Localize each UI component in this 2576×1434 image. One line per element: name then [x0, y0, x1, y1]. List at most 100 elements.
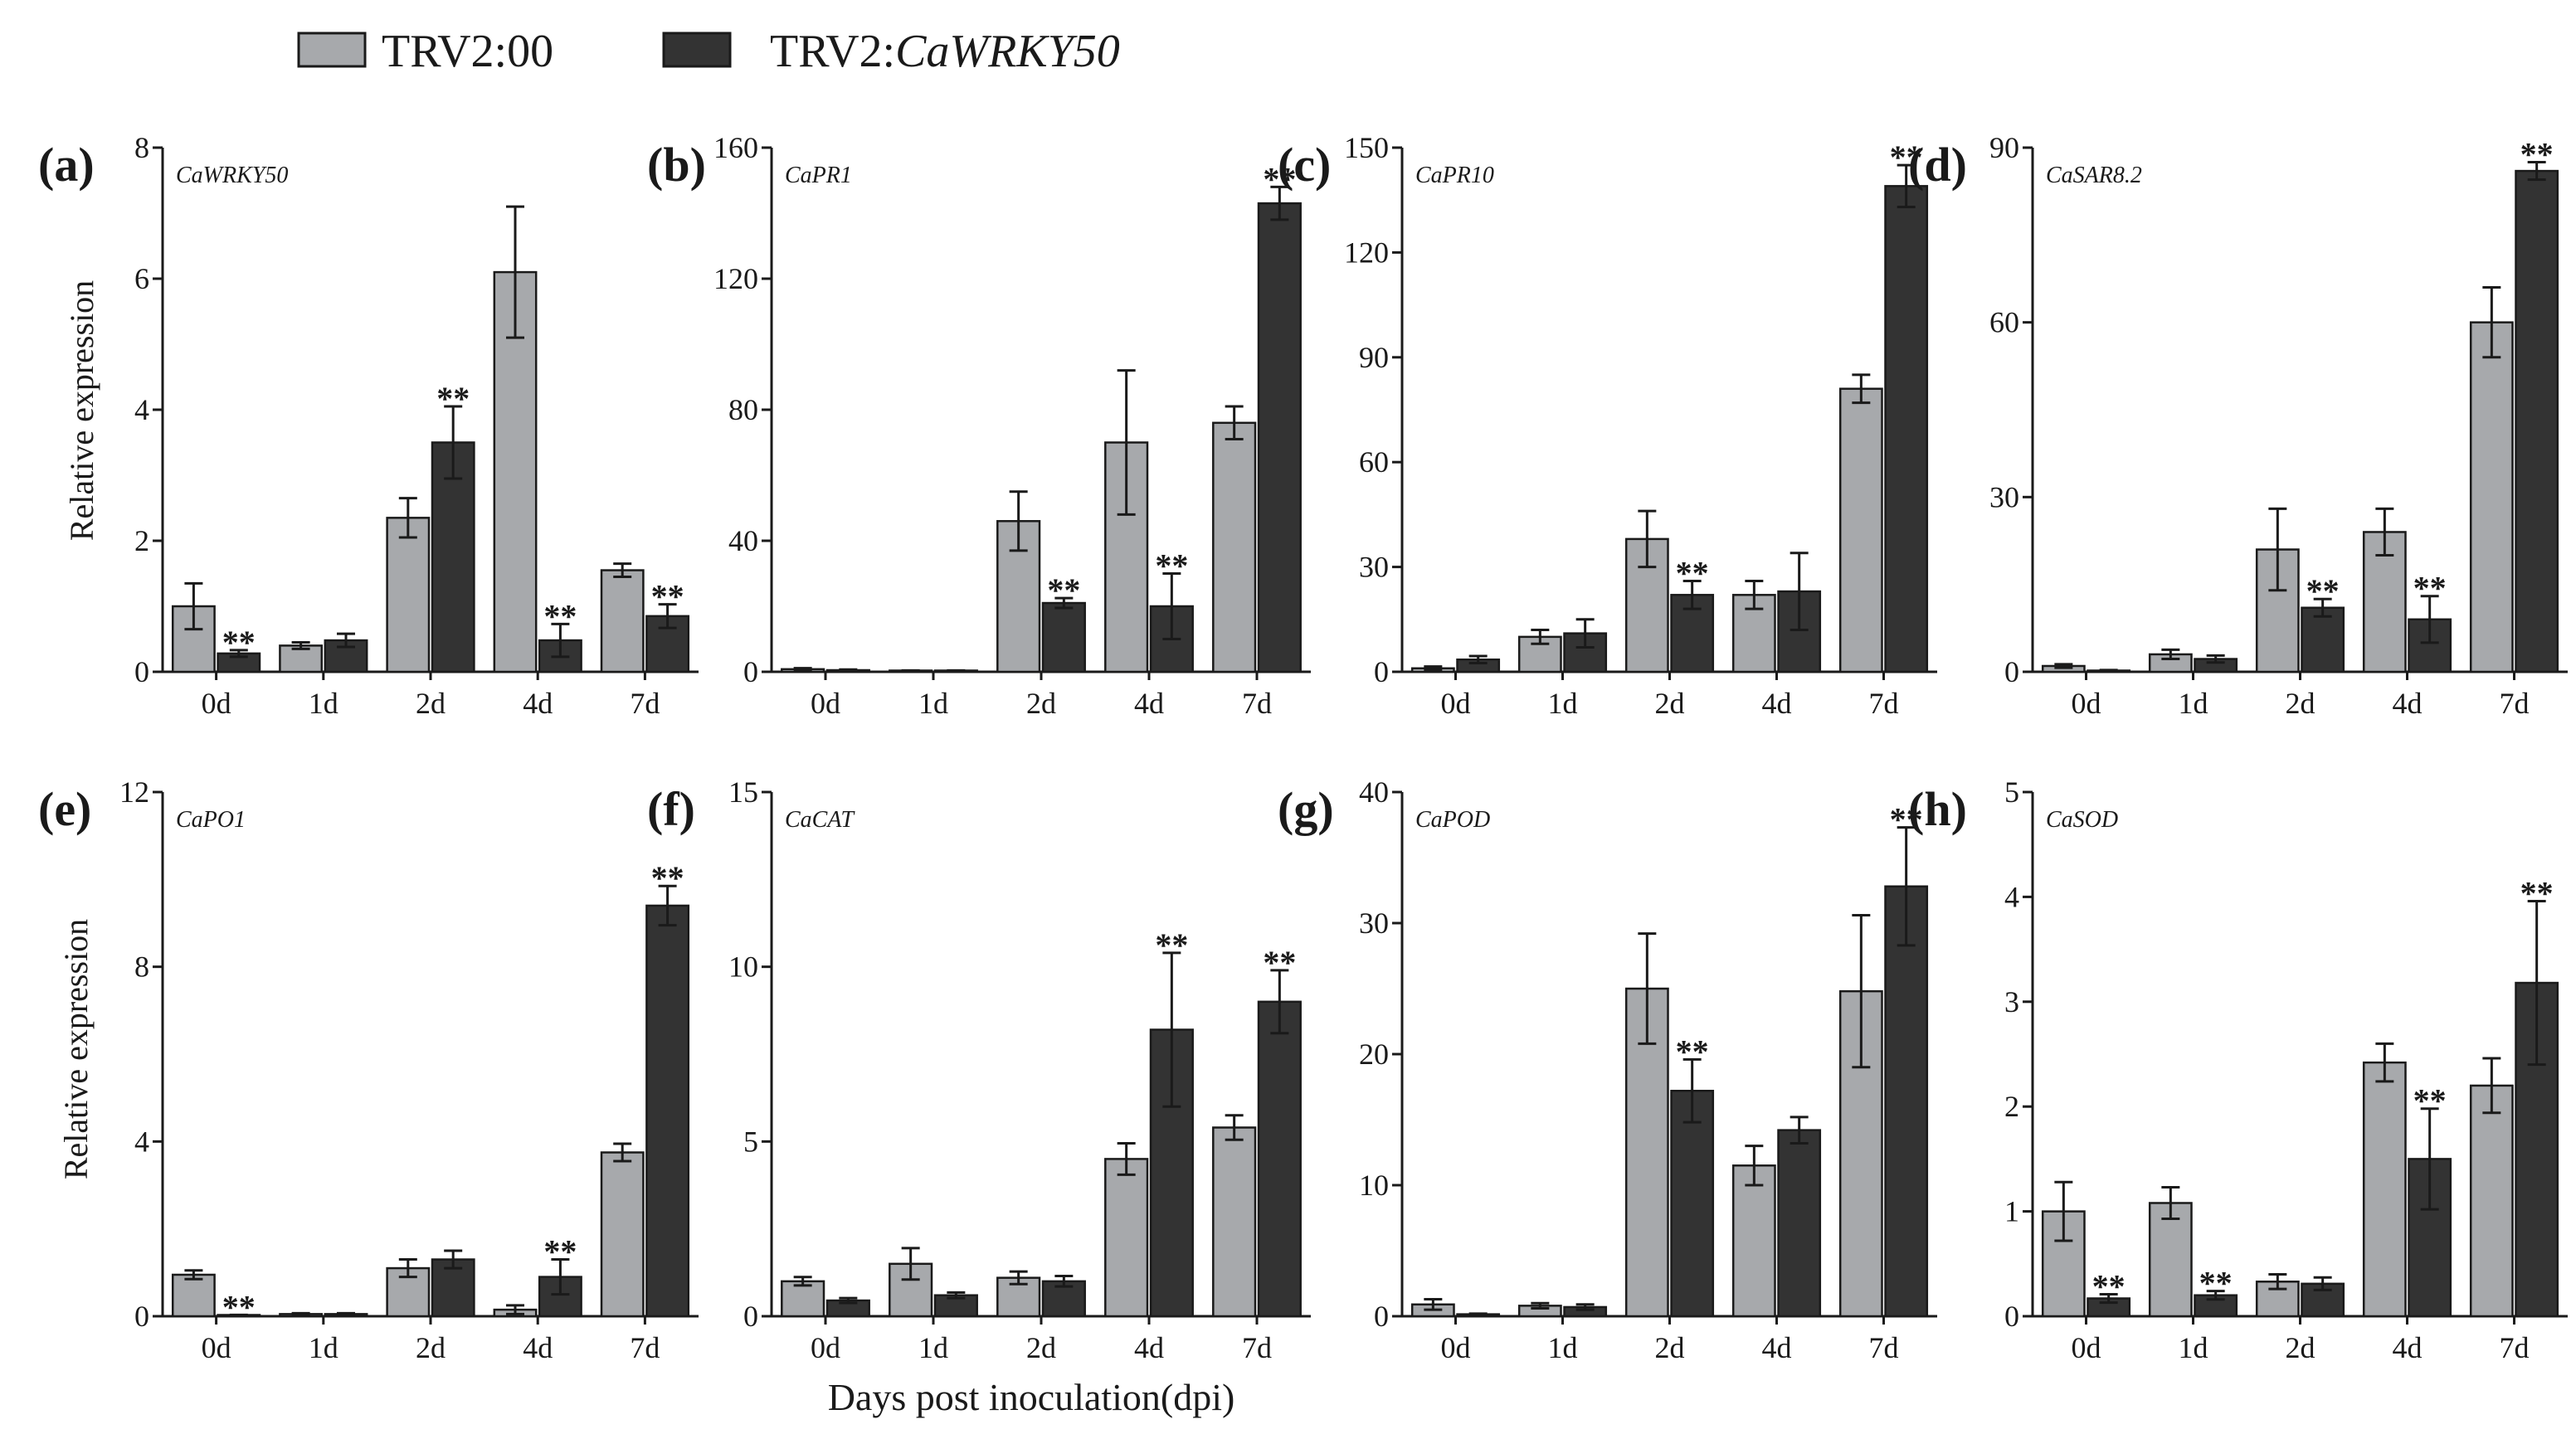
bar-control	[1104, 1158, 1149, 1318]
panel-g: 0 10 20 30 40 (g) CaPOD 0d 1d 2d ** 4d 7d **	[1278, 775, 1937, 1364]
legend-swatch-control	[297, 32, 367, 68]
y-tick-label: 40	[1359, 775, 1389, 809]
bar-control	[600, 1151, 645, 1318]
bar-silenced	[1041, 601, 1086, 673]
gene-label: CaSOD	[2046, 807, 2118, 833]
significance-mark: **	[543, 597, 577, 634]
bar-control	[2469, 321, 2514, 673]
bar-silenced	[2515, 169, 2559, 673]
panel-letter: (a)	[38, 138, 95, 192]
significance-mark: **	[1155, 926, 1188, 964]
significance-mark: **	[1890, 139, 1923, 176]
y-tick-label: 6	[134, 262, 149, 295]
x-tick-label: 1d	[2179, 1331, 2208, 1364]
significance-mark: **	[651, 578, 684, 615]
x-tick-label: 0d	[1441, 687, 1471, 720]
significance-mark: **	[222, 624, 256, 661]
x-tick-label: 1d	[1548, 687, 1578, 720]
y-tick-label: 8	[134, 131, 149, 164]
legend-label-silenced-gene: CaWRKY50	[895, 26, 1120, 77]
panel-e: 0 4 8 12 (e) CaPO1 0d ** 1d 2d 4d ** 7d **	[38, 775, 699, 1364]
y-tick-label: 0	[743, 1300, 758, 1333]
y-tick-label: 120	[713, 262, 758, 295]
x-tick-label: 1d	[309, 1331, 338, 1364]
panel-b: 0 40 80 120 160(b) CaPR1 0d 1d 2d ** 4d ** 7d **	[647, 131, 1311, 720]
x-tick-label: 2d	[1026, 687, 1056, 720]
significance-mark: **	[2199, 1265, 2233, 1302]
y-tick-label: 30	[1359, 551, 1389, 584]
significance-mark: **	[2413, 1082, 2447, 1120]
x-tick-label: 4d	[523, 1331, 553, 1364]
x-tick-label: 7d	[1869, 687, 1899, 720]
bar-silenced	[1257, 202, 1302, 673]
panel-h: 0 1 2 3 4 5 (h) CaSOD 0d ** 1d ** 2d 4d ** 7d **	[1908, 775, 2568, 1364]
significance-mark: **	[651, 859, 684, 897]
bar-silenced	[1257, 1000, 1302, 1318]
y-tick-label: 1	[2004, 1195, 2019, 1228]
significance-mark: **	[2092, 1267, 2126, 1305]
x-tick-label: 2d	[2286, 1331, 2315, 1364]
y-tick-label: 40	[728, 524, 758, 557]
significance-mark: **	[2413, 570, 2447, 607]
y-tick-label: 4	[134, 393, 149, 426]
x-tick-label: 4d	[2393, 1331, 2423, 1364]
significance-mark: **	[222, 1288, 256, 1325]
y-tick-label: 0	[2004, 655, 2019, 688]
y-tick-label: 20	[1359, 1038, 1389, 1071]
legend-label-control: TRV2:00	[382, 26, 553, 77]
y-tick-label: 0	[134, 655, 149, 688]
x-tick-label: 0d	[811, 687, 840, 720]
x-tick-label: 2d	[2286, 687, 2315, 720]
x-tick-label: 0d	[2072, 687, 2101, 720]
x-tick-label: 7d	[1869, 1331, 1899, 1364]
x-tick-label: 2d	[1655, 1331, 1685, 1364]
significance-mark: **	[1676, 554, 1709, 591]
significance-mark: **	[543, 1233, 577, 1271]
y-tick-label: 120	[1344, 236, 1389, 269]
panel-letter: (f)	[647, 782, 695, 836]
bar-control	[1212, 1126, 1257, 1318]
legend-swatch-silenced	[662, 32, 732, 68]
y-tick-label: 12	[119, 775, 149, 809]
panel-letter: (b)	[647, 138, 706, 192]
y-tick-label: 60	[1989, 306, 2019, 339]
x-tick-label: 4d	[1762, 687, 1792, 720]
bar-control	[2255, 548, 2300, 673]
x-tick-label: 4d	[1134, 687, 1164, 720]
y-tick-label: 160	[713, 131, 758, 164]
y-tick-label: 150	[1344, 131, 1389, 164]
x-tick-label: 7d	[1242, 1331, 1272, 1364]
significance-mark: **	[2306, 572, 2340, 610]
significance-mark: **	[2520, 136, 2554, 173]
x-tick-label: 4d	[1134, 1331, 1164, 1364]
significance-mark: **	[1263, 160, 1296, 197]
y-tick-label: 0	[1374, 655, 1389, 688]
bar-control	[386, 517, 431, 673]
x-tick-label: 2d	[1655, 687, 1685, 720]
legend: TRV2:00 TRV2:CaWRKY50	[297, 26, 1120, 77]
y-axis-title-top: Relative expression	[63, 280, 100, 541]
significance-mark: **	[2520, 874, 2554, 911]
x-tick-label: 0d	[811, 1331, 840, 1364]
bar-silenced	[1884, 185, 1929, 673]
x-tick-label: 4d	[1762, 1331, 1792, 1364]
y-tick-label: 15	[728, 775, 758, 809]
x-tick-label: 7d	[1242, 687, 1272, 720]
x-tick-label: 2d	[416, 1331, 446, 1364]
y-tick-label: 90	[1989, 131, 2019, 164]
y-tick-label: 10	[1359, 1169, 1389, 1202]
significance-mark: **	[436, 380, 470, 417]
x-tick-label: 2d	[416, 687, 446, 720]
bar-control	[2148, 1202, 2193, 1318]
x-tick-label: 1d	[918, 1331, 948, 1364]
panel-letter: (e)	[38, 782, 91, 836]
x-tick-label: 7d	[2500, 1331, 2530, 1364]
y-tick-label: 4	[134, 1125, 149, 1158]
significance-mark: **	[1890, 801, 1923, 839]
y-tick-label: 5	[2004, 775, 2019, 809]
gene-label: CaCAT	[785, 807, 855, 833]
bar-silenced	[1670, 1089, 1715, 1318]
bar-control	[2469, 1084, 2514, 1318]
